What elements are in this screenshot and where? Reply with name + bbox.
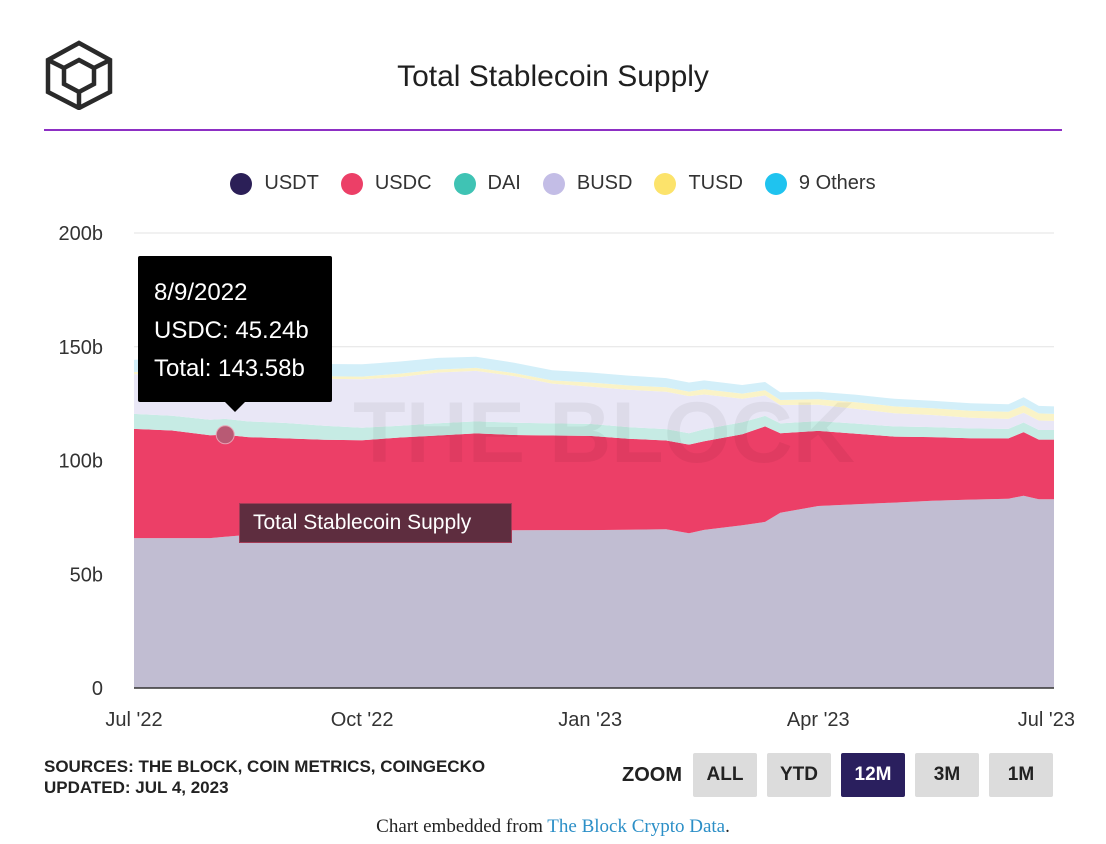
y-tick-label-3: 150b [59, 337, 104, 359]
legend-item-busd[interactable]: BUSD [542, 172, 633, 195]
y-tick-label-0: 0 [92, 678, 103, 700]
hover-point-marker [215, 425, 235, 445]
legend-item-usdt[interactable]: USDT [230, 172, 319, 195]
tooltip-date: 8/9/2022 [154, 279, 248, 306]
legend: USDT USDC DAI BUSD TUSD 9 Others [0, 172, 1106, 195]
tooltip-usdc: USDC: 45.24b [154, 317, 309, 344]
tooltip: 8/9/2022 USDC: 45.24b Total: 143.58b [138, 256, 332, 402]
legend-label-others: 9 Others [798, 172, 876, 194]
the-block-logo [45, 40, 113, 110]
legend-label-tusd: TUSD [688, 172, 743, 194]
zoom-label: ZOOM [622, 763, 682, 786]
area-9-others [134, 356, 1054, 414]
tooltip-total: Total: 143.58b [154, 355, 305, 382]
legend-label-usdt: USDT [264, 172, 319, 194]
legend-item-usdc[interactable]: USDC [340, 172, 432, 195]
updated-line: UPDATED: JUL 4, 2023 [44, 778, 229, 797]
legend-label-dai: DAI [487, 172, 521, 194]
series-hover-label: Total Stablecoin Supply [239, 503, 512, 543]
area-dai [134, 413, 1054, 445]
legend-label-busd: BUSD [576, 172, 633, 194]
chart-title: Total Stablecoin Supply [397, 60, 709, 93]
y-tick-label-1: 50b [70, 564, 103, 586]
y-tick-label-4: 200b [59, 223, 104, 245]
legend-dot-others [764, 172, 787, 195]
watermark: THE BLOCK [353, 385, 855, 481]
area-busd [134, 370, 1054, 434]
zoom-12m-button[interactable]: 12M [841, 753, 905, 797]
legend-dot-tusd [654, 172, 677, 195]
legend-item-dai[interactable]: DAI [453, 172, 521, 195]
zoom-all-button[interactable]: ALL [693, 753, 757, 797]
x-tick-label-1: Oct '22 [331, 709, 394, 731]
zoom-1m-button[interactable]: 1M [989, 753, 1053, 797]
area-usdt [134, 495, 1054, 688]
tooltip-arrow [224, 401, 246, 412]
x-tick-label-0: Jul '22 [105, 709, 162, 731]
legend-dot-usdt [230, 172, 253, 195]
sources-note: SOURCES: THE BLOCK, COIN METRICS, COINGE… [44, 756, 485, 798]
footer-suffix: . [725, 816, 730, 837]
legend-label-usdc: USDC [374, 172, 432, 194]
x-tick-label-3: Apr '23 [787, 709, 850, 731]
sources-line: SOURCES: THE BLOCK, COIN METRICS, COINGE… [44, 757, 486, 776]
embed-footer: Chart embedded from The Block Crypto Dat… [0, 816, 1106, 838]
zoom-ytd-button[interactable]: YTD [767, 753, 831, 797]
zoom-controls: ZOOM ALL YTD 12M 3M 1M [622, 753, 1063, 797]
x-tick-label-4: Jul '23 [1018, 709, 1075, 731]
title-divider [44, 129, 1062, 131]
legend-item-others[interactable]: 9 Others [764, 172, 876, 195]
legend-item-tusd[interactable]: TUSD [654, 172, 743, 195]
y-tick-label-2: 100b [59, 451, 104, 473]
zoom-3m-button[interactable]: 3M [915, 753, 979, 797]
footer-link[interactable]: The Block Crypto Data [547, 816, 726, 837]
footer-prefix: Chart embedded from [376, 816, 548, 837]
legend-dot-usdc [340, 172, 363, 195]
legend-dot-dai [453, 172, 476, 195]
x-tick-label-2: Jan '23 [558, 709, 622, 731]
legend-dot-busd [542, 172, 565, 195]
